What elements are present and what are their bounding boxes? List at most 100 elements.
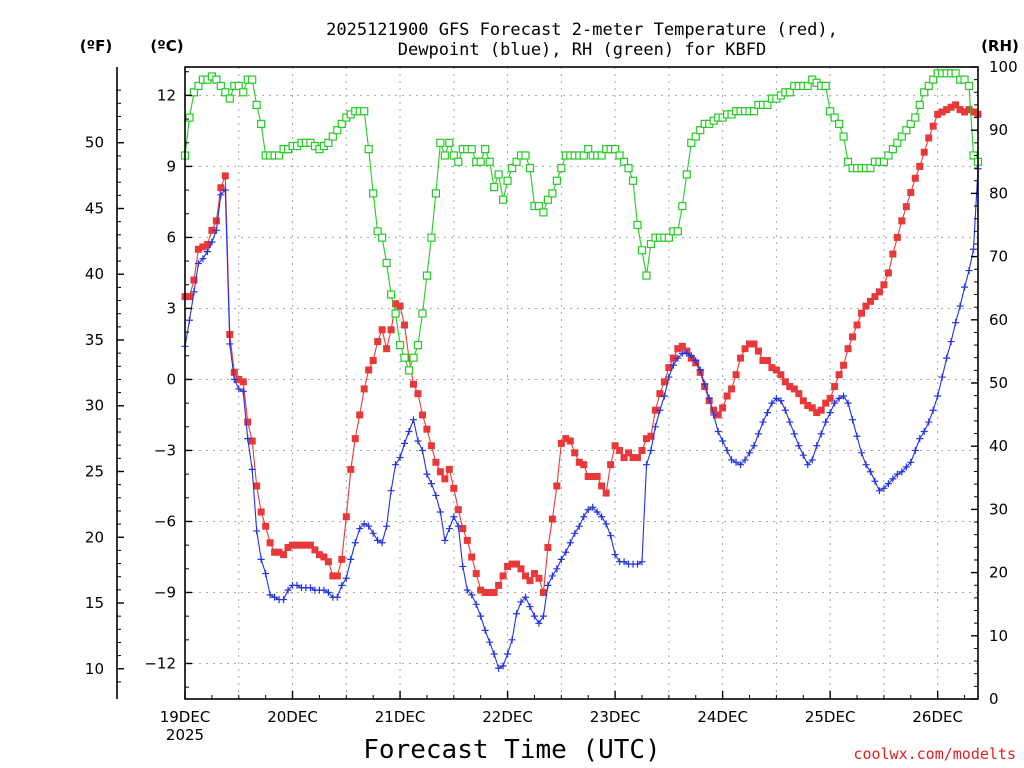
rh-point <box>422 271 432 280</box>
dewpoint-point <box>262 570 270 578</box>
celsius-tick-label: 0 <box>166 370 176 388</box>
rh-tick-label: 0 <box>989 690 999 708</box>
temperature-point <box>866 297 874 305</box>
temperature-point <box>315 551 323 559</box>
series-line <box>185 104 979 594</box>
rh-point <box>404 366 414 375</box>
temperature-point <box>849 333 857 341</box>
dewpoint-point <box>884 480 892 488</box>
temperature-point <box>665 364 673 372</box>
dewpoint-point <box>961 283 969 291</box>
rh-point <box>763 100 772 110</box>
rh-point <box>252 100 261 110</box>
rh-point <box>633 220 642 230</box>
dewpoint-point <box>853 432 861 440</box>
rh-tick-label: 30 <box>989 500 1008 518</box>
rh-point <box>673 227 682 236</box>
rh-point <box>835 119 844 128</box>
dewpoint-point <box>530 612 538 620</box>
rh-point <box>646 239 656 249</box>
temperature-point <box>356 411 364 419</box>
series-layer <box>180 69 983 672</box>
temperature-point <box>947 103 955 111</box>
dewpoint-point <box>723 446 731 454</box>
rh-point <box>274 151 284 160</box>
temperature-point <box>853 321 861 329</box>
temperature-point <box>840 361 848 369</box>
dewpoint-point <box>938 373 946 381</box>
temperature-point <box>902 203 910 211</box>
dewpoint-point <box>898 468 906 476</box>
temperature-point <box>584 472 592 480</box>
dewpoint-point <box>392 461 400 469</box>
dewpoint-point <box>925 418 933 426</box>
temperature-point <box>790 385 798 393</box>
temperature-point <box>593 472 601 480</box>
temperature-point <box>275 548 283 556</box>
rh-point <box>427 233 436 242</box>
dewpoint-point <box>911 446 919 454</box>
temperature-point <box>634 454 642 462</box>
temperature-point <box>486 588 494 596</box>
dewpoint-point <box>687 352 695 360</box>
temperature-point <box>513 560 521 568</box>
dewpoint-point <box>817 430 825 438</box>
temperature-point <box>293 541 301 549</box>
dewpoint-point <box>544 581 552 589</box>
series-line <box>184 168 979 669</box>
dewpoint-point <box>665 373 673 381</box>
temperature-point <box>754 347 762 355</box>
fahrenheit-tick-label: 35 <box>85 331 104 349</box>
rh-point <box>866 164 875 173</box>
dewpoint-point <box>575 522 583 530</box>
temperature-point <box>414 390 422 398</box>
dewpoint-point <box>902 463 910 471</box>
temperature-point <box>763 357 771 365</box>
dewpoint-point <box>929 406 937 414</box>
dewpoint-point <box>217 191 225 199</box>
temperature-point <box>324 558 332 566</box>
x-tick-label: 21DEC <box>375 708 426 726</box>
temperature-point <box>490 588 498 596</box>
temperature-point <box>759 357 767 365</box>
rh-point <box>391 309 400 318</box>
series-open-square <box>180 69 983 375</box>
dewpoint-point <box>916 435 924 443</box>
dewpoint-point <box>786 418 794 426</box>
temperature-point <box>239 378 247 386</box>
series-filled-square <box>181 101 982 596</box>
temperature-point <box>961 108 969 116</box>
dewpoint-point <box>450 513 458 521</box>
dewpoint-point <box>732 458 740 466</box>
temperature-point <box>799 397 807 405</box>
rh-point <box>548 189 557 198</box>
rh-point <box>821 81 830 91</box>
dewpoint-point <box>710 411 718 419</box>
temperature-point <box>477 586 485 594</box>
rh-point <box>619 157 629 166</box>
dewpoint-point <box>804 461 812 469</box>
dewpoint-point <box>580 513 588 521</box>
dewpoint-point <box>651 423 659 431</box>
rh-point <box>879 157 889 166</box>
dewpoint-point <box>324 588 332 596</box>
temperature-point <box>943 106 951 114</box>
dewpoint-point <box>607 532 615 540</box>
temperature-point <box>230 368 238 376</box>
dewpoint-point <box>409 416 417 424</box>
rh-point <box>431 189 440 198</box>
rh-point <box>212 75 221 84</box>
temperature-point <box>678 342 686 350</box>
dewpoint-point <box>517 598 525 606</box>
rh-point <box>830 113 839 122</box>
dewpoint-point <box>338 581 346 589</box>
rh-point <box>449 151 458 160</box>
dewpoint-point <box>423 470 431 478</box>
dewpoint-point <box>956 302 964 310</box>
temperature-point <box>651 406 659 414</box>
temperature-point <box>907 188 915 196</box>
temperature-point <box>871 293 879 301</box>
rh-point <box>373 227 382 236</box>
temperature-point <box>844 345 852 353</box>
dewpoint-point <box>714 428 722 436</box>
